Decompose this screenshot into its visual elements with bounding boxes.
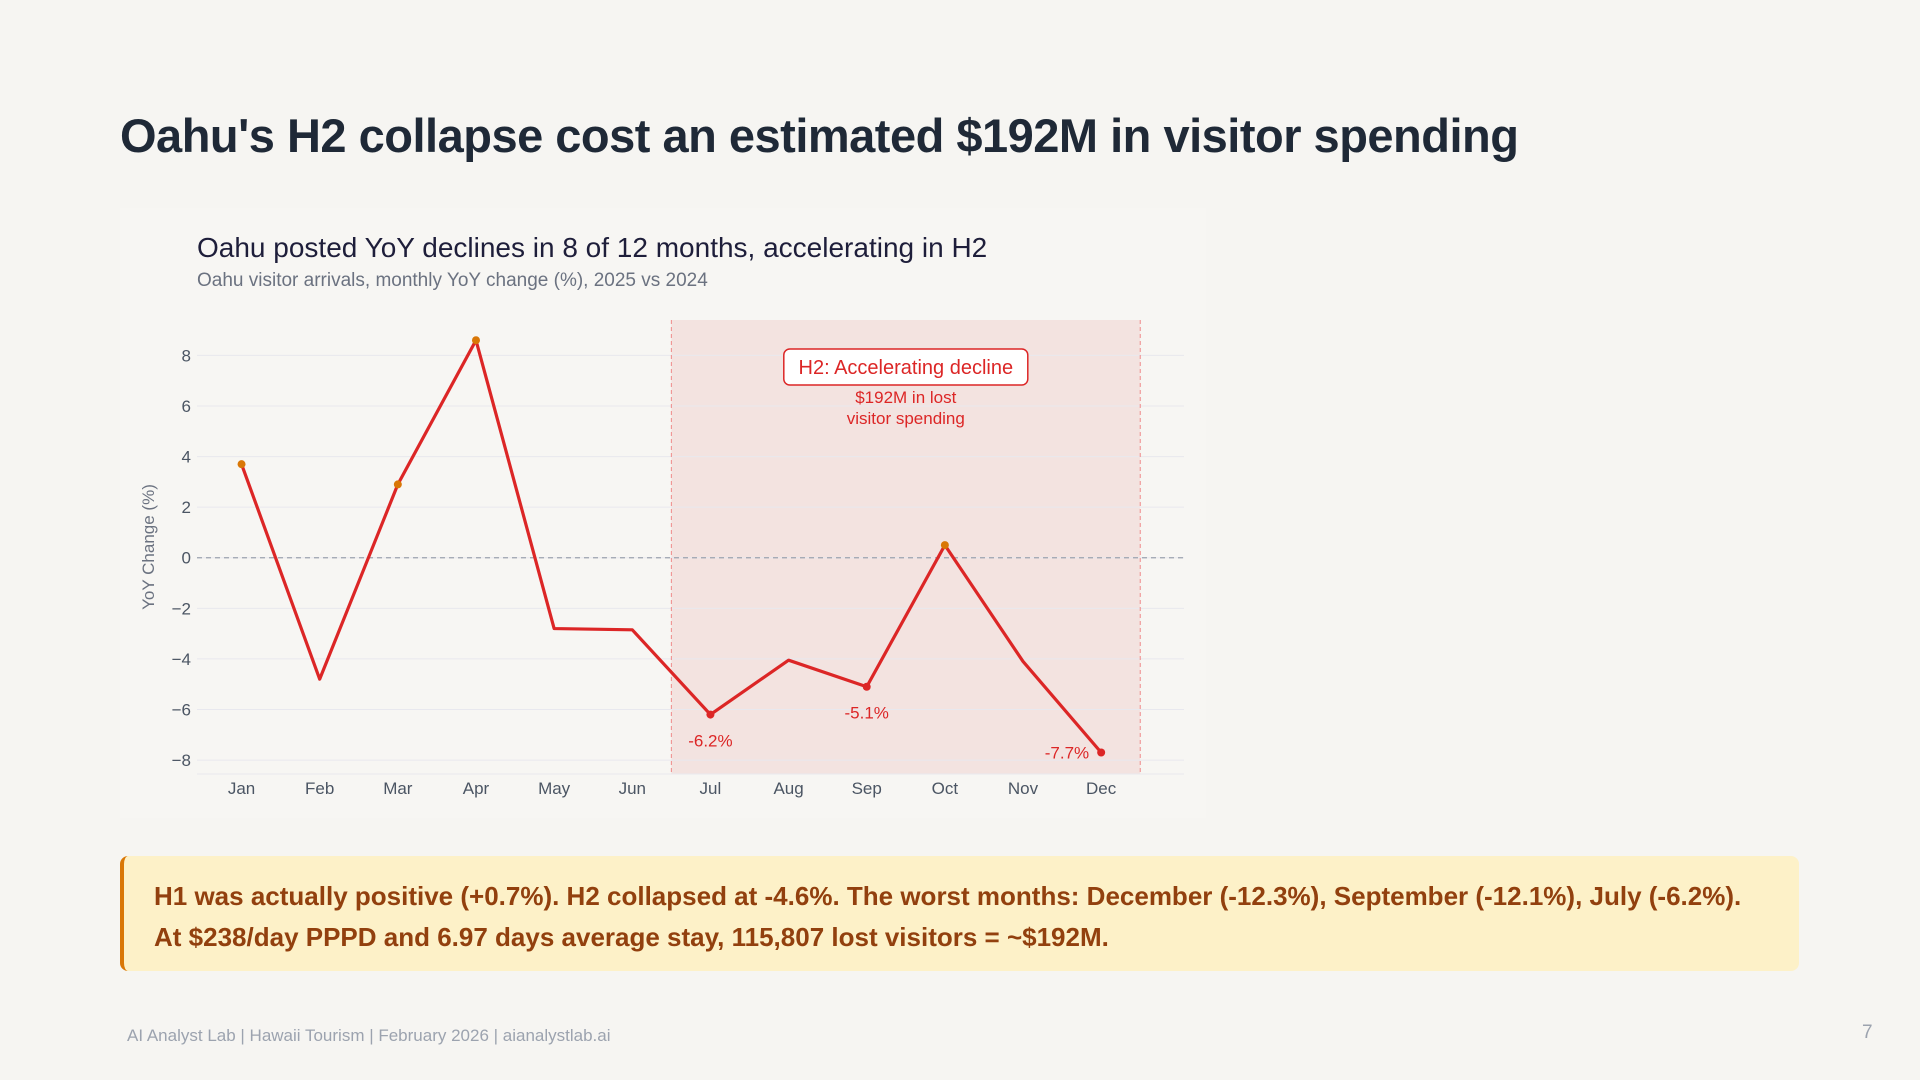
callout-text: H1 was actually positive (+0.7%). H2 col… <box>154 881 1742 952</box>
chart-subtitle: Oahu visitor arrivals, monthly YoY chang… <box>197 270 708 291</box>
h2-shaded-region <box>671 320 1141 774</box>
x-tick-label: Dec <box>1086 779 1117 798</box>
data-point-jul <box>706 710 715 719</box>
y-tick-label: −8 <box>172 751 191 770</box>
slide-title: Oahu's H2 collapse cost an estimated $19… <box>120 109 1519 162</box>
y-tick-label: 6 <box>182 397 191 416</box>
data-label: -6.2% <box>688 732 732 751</box>
x-tick-label: Apr <box>463 779 490 798</box>
data-point-dec <box>1097 748 1106 757</box>
x-tick-label: Jun <box>619 779 646 798</box>
data-point-mar <box>393 480 402 489</box>
x-tick-label: Nov <box>1008 779 1039 798</box>
data-label: -7.7% <box>1045 744 1089 763</box>
y-tick-label: 2 <box>182 498 191 517</box>
x-tick-label: Mar <box>383 779 413 798</box>
data-point-sep <box>862 682 871 691</box>
y-tick-label: 8 <box>182 346 191 365</box>
data-point-apr <box>471 336 480 345</box>
y-tick-label: −6 <box>172 701 191 720</box>
series-line <box>240 338 1103 754</box>
x-tick-label: Jul <box>700 779 722 798</box>
annotation-note: $192M in lost <box>855 388 956 407</box>
y-tick-label: −2 <box>172 599 191 618</box>
annotation-box <box>783 348 1029 386</box>
x-tick-label: Sep <box>852 779 882 798</box>
data-label: -5.1% <box>845 704 889 723</box>
chart-title: Oahu posted YoY declines in 8 of 12 mont… <box>197 232 988 263</box>
x-tick-label: Jan <box>228 779 255 798</box>
data-point-oct <box>940 541 949 550</box>
x-tick-label: May <box>538 779 571 798</box>
y-tick-label: 4 <box>182 448 191 467</box>
page-number: 7 <box>1862 1022 1873 1043</box>
data-point-jan <box>237 460 246 469</box>
x-tick-label: Aug <box>773 779 803 798</box>
insight-callout: H1 was actually positive (+0.7%). H2 col… <box>120 856 1799 971</box>
y-tick-label: −4 <box>172 650 191 669</box>
y-tick-label: 0 <box>182 549 191 568</box>
y-axis-label: YoY Change (%) <box>139 484 158 610</box>
x-tick-label: Feb <box>305 779 334 798</box>
footer-text: AI Analyst Lab | Hawaii Tourism | Februa… <box>127 1026 611 1045</box>
x-tick-label: Oct <box>932 779 959 798</box>
annotation-title: H2: Accelerating decline <box>799 357 1014 379</box>
annotation-note: visitor spending <box>847 409 965 428</box>
